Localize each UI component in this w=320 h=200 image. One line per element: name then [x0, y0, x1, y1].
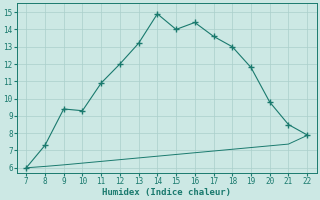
- X-axis label: Humidex (Indice chaleur): Humidex (Indice chaleur): [102, 188, 231, 197]
